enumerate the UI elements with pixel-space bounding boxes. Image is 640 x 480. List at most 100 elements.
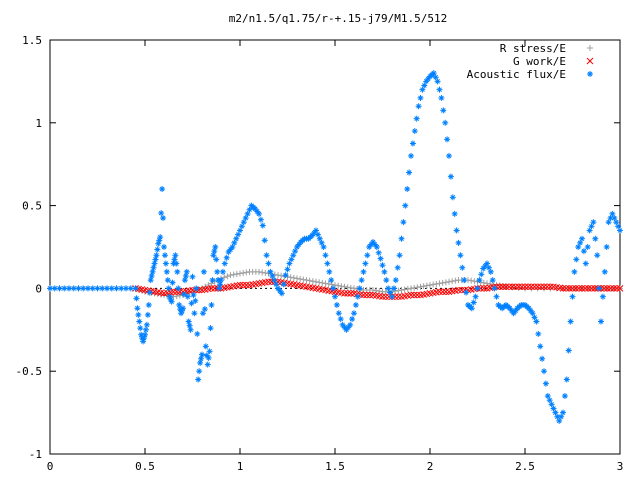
data-point	[137, 325, 144, 332]
data-point	[451, 210, 458, 217]
data-point	[364, 252, 371, 259]
data-point	[375, 249, 382, 256]
data-point	[94, 285, 101, 292]
data-point	[286, 260, 293, 267]
data-point	[537, 343, 544, 350]
data-point	[436, 86, 443, 93]
data-point	[330, 285, 337, 292]
data-point	[202, 283, 209, 290]
data-point	[85, 285, 91, 292]
data-point	[442, 288, 450, 296]
data-point	[242, 215, 249, 222]
data-point	[546, 397, 553, 404]
series-layer	[47, 70, 624, 424]
data-point	[373, 244, 380, 250]
data-point	[605, 219, 612, 226]
data-point	[322, 252, 329, 259]
data-point	[376, 288, 383, 295]
data-point	[200, 268, 207, 275]
data-point	[211, 285, 219, 292]
data-point	[398, 235, 405, 242]
data-point	[164, 277, 171, 284]
data-point	[347, 284, 354, 291]
data-point	[208, 301, 215, 308]
data-point	[187, 326, 194, 333]
legend-marker	[586, 57, 594, 65]
data-point	[446, 278, 452, 285]
data-point	[287, 274, 294, 281]
data-point	[383, 277, 390, 284]
data-point	[370, 287, 376, 294]
data-point	[313, 227, 319, 234]
data-point	[540, 283, 548, 291]
data-point	[584, 285, 592, 292]
data-point	[143, 321, 150, 328]
data-point	[319, 279, 326, 286]
data-point	[161, 252, 168, 259]
data-point	[325, 280, 332, 287]
data-point	[153, 252, 160, 259]
data-point	[611, 215, 618, 222]
data-point	[588, 285, 595, 292]
data-point	[180, 305, 186, 312]
data-point	[351, 310, 357, 317]
data-point	[461, 277, 468, 284]
data-point	[219, 268, 226, 275]
data-point	[468, 277, 475, 284]
data-point	[546, 283, 554, 291]
data-point	[468, 305, 475, 312]
data-point	[230, 271, 237, 278]
data-point	[204, 361, 211, 368]
data-point	[341, 283, 348, 290]
data-point	[322, 280, 329, 287]
data-point	[180, 291, 187, 298]
data-point	[607, 215, 614, 222]
data-point	[196, 368, 203, 375]
data-point	[408, 285, 414, 292]
data-point	[417, 283, 424, 290]
data-point	[354, 293, 361, 300]
data-point	[577, 239, 584, 246]
data-point	[236, 281, 244, 289]
data-point	[181, 277, 188, 284]
data-point	[569, 293, 576, 300]
data-point	[430, 70, 437, 77]
data-point	[210, 252, 217, 259]
data-point	[394, 293, 402, 301]
data-point	[413, 291, 421, 299]
data-point	[575, 285, 583, 292]
data-point	[142, 326, 149, 333]
data-point	[502, 283, 510, 291]
data-point	[262, 269, 269, 276]
data-point	[257, 216, 264, 223]
data-point	[594, 252, 601, 259]
data-point	[480, 285, 488, 292]
legend-label: Acoustic flux/E	[467, 68, 566, 81]
data-point	[420, 283, 427, 290]
data-point	[487, 280, 494, 287]
data-point	[582, 260, 589, 267]
data-point	[571, 268, 578, 275]
data-point	[284, 266, 291, 273]
data-point	[313, 278, 319, 285]
data-point	[385, 285, 392, 292]
data-point	[459, 264, 466, 271]
data-point	[169, 279, 176, 286]
data-point	[543, 283, 551, 291]
data-point	[455, 239, 462, 246]
data-point	[534, 283, 542, 291]
data-point	[195, 376, 202, 383]
data-point	[496, 283, 504, 291]
data-point	[172, 252, 179, 259]
data-point	[206, 348, 213, 355]
data-point	[133, 295, 140, 302]
data-point	[505, 283, 513, 291]
data-point	[154, 246, 161, 253]
data-point	[499, 283, 507, 291]
data-point	[175, 285, 182, 292]
data-point	[158, 210, 165, 217]
data-point	[550, 405, 557, 412]
data-point	[344, 284, 351, 291]
data-point	[174, 268, 181, 275]
data-point	[581, 285, 589, 292]
